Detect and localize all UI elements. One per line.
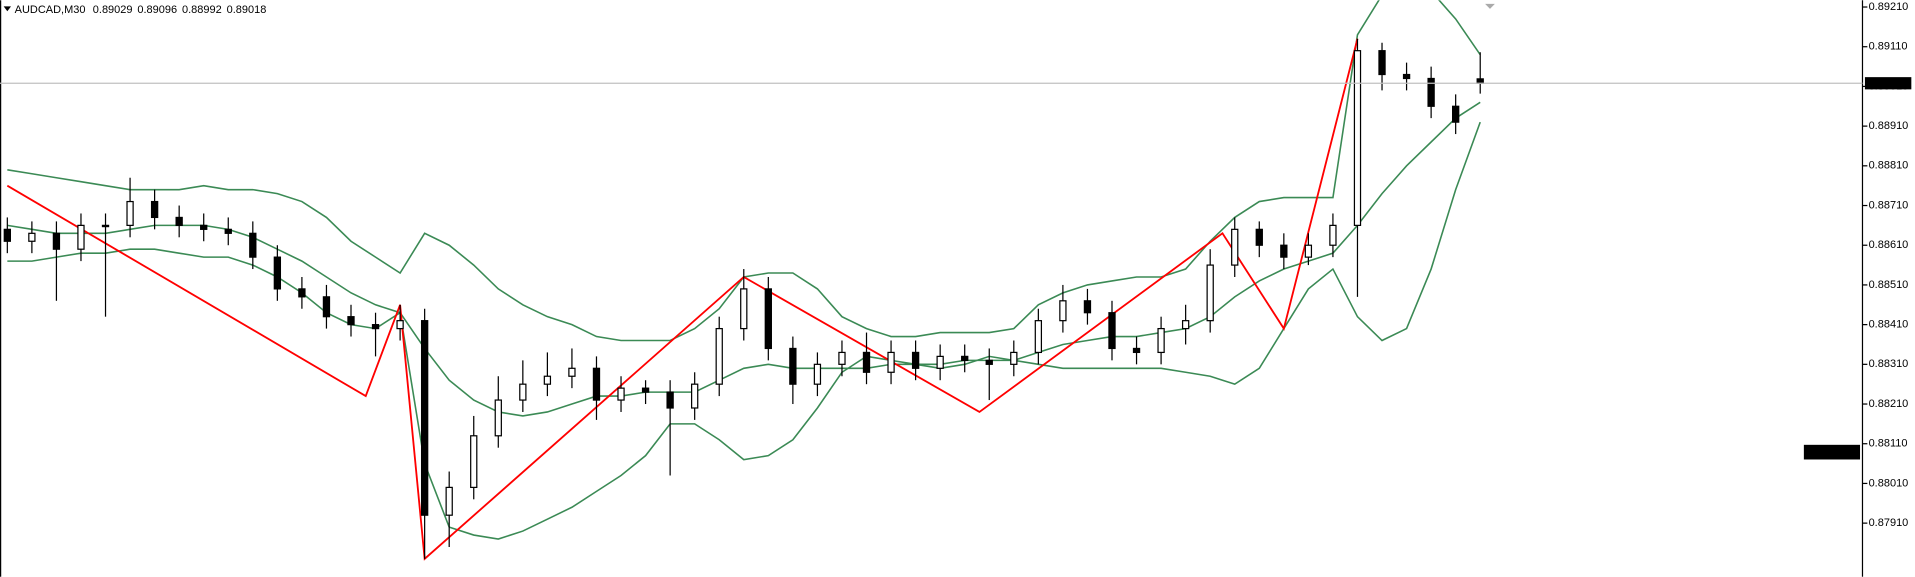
candle-body bbox=[52, 232, 61, 250]
candle-body bbox=[1157, 327, 1165, 354]
chart-header: AUDCAD,M30 0.89029 0.89096 0.88992 0.89018 bbox=[15, 4, 267, 16]
y-tick-label: 0.88510 bbox=[1869, 279, 1909, 291]
candle-body bbox=[764, 288, 772, 350]
candle-body bbox=[494, 399, 502, 437]
annotation: BB ON bbox=[1815, 447, 1849, 459]
open-value: 0.89029 bbox=[93, 4, 133, 16]
candles bbox=[3, 38, 1484, 559]
candle-body bbox=[519, 383, 527, 401]
candle-body bbox=[1206, 264, 1214, 322]
candle-body bbox=[1181, 320, 1190, 330]
candle-body bbox=[126, 200, 134, 226]
candle-body bbox=[77, 224, 85, 250]
candle-body bbox=[396, 320, 404, 330]
candle-body bbox=[1304, 244, 1313, 258]
axis-layer: 0.892100.891100.890100.889100.888100.887… bbox=[1862, 1, 1908, 529]
candle-body bbox=[28, 232, 36, 242]
y-tick-label: 0.88710 bbox=[1869, 199, 1909, 211]
candle-body bbox=[543, 375, 552, 385]
candle-body bbox=[813, 363, 822, 385]
candle-body bbox=[249, 232, 257, 258]
candle-body bbox=[1329, 224, 1337, 246]
candle-body bbox=[224, 228, 232, 234]
candle-body bbox=[347, 316, 355, 326]
dropdown-icon[interactable] bbox=[3, 6, 11, 12]
candle-body bbox=[1108, 312, 1116, 350]
candle-body bbox=[789, 347, 797, 385]
candle-body bbox=[420, 320, 429, 516]
candle-body bbox=[445, 486, 453, 516]
shift-marker bbox=[1485, 3, 1495, 9]
symbol: AUDCAD,M30 bbox=[15, 4, 86, 16]
candle-body bbox=[1010, 351, 1018, 365]
candle-body bbox=[1231, 228, 1239, 266]
candle-body bbox=[740, 288, 748, 330]
y-tick-label: 0.88410 bbox=[1869, 319, 1909, 331]
candle-body bbox=[1427, 77, 1435, 107]
low-value: 0.88992 bbox=[182, 4, 222, 16]
y-tick-label: 0.89110 bbox=[1869, 41, 1908, 53]
y-tick-label: 0.88110 bbox=[1869, 438, 1908, 450]
y-tick-label: 0.88010 bbox=[1869, 477, 1909, 489]
candle-body bbox=[862, 351, 871, 373]
y-tick-label: 0.88910 bbox=[1869, 120, 1909, 132]
y-tick-label: 0.88210 bbox=[1869, 398, 1909, 410]
high-value: 0.89096 bbox=[137, 4, 177, 16]
candle-body bbox=[1402, 73, 1411, 80]
candle-body bbox=[1255, 228, 1263, 246]
price-label: 0.89018 bbox=[1869, 77, 1909, 89]
candle-body bbox=[273, 256, 282, 290]
candle-body bbox=[961, 355, 969, 361]
candle-body bbox=[3, 228, 11, 242]
candle-body bbox=[568, 367, 576, 377]
candle-body bbox=[1280, 244, 1288, 258]
annotation-box bbox=[1803, 444, 1861, 460]
candle-body bbox=[666, 391, 674, 409]
candle-body bbox=[150, 200, 159, 219]
candle-body bbox=[838, 351, 846, 365]
candle-body bbox=[641, 387, 650, 393]
candle-body bbox=[1476, 78, 1484, 84]
candle-body bbox=[936, 355, 944, 369]
candle-body bbox=[715, 327, 723, 385]
y-tick-label: 0.89210 bbox=[1869, 1, 1909, 13]
candle-body bbox=[1378, 50, 1386, 76]
candle-body bbox=[470, 435, 478, 489]
price-label-box bbox=[1864, 77, 1912, 90]
overlay: 0.89018 BB ON bbox=[0, 77, 1912, 460]
candle-body bbox=[175, 216, 183, 226]
candle-body bbox=[911, 351, 920, 369]
close-value: 0.89018 bbox=[227, 4, 267, 16]
y-tick-label: 0.88810 bbox=[1869, 160, 1909, 172]
candle-body bbox=[617, 387, 625, 401]
candle-body bbox=[101, 224, 110, 228]
candle-body bbox=[887, 351, 895, 373]
candle-body bbox=[691, 383, 699, 409]
candle-body bbox=[1132, 347, 1141, 354]
y-tick-label: 0.88310 bbox=[1869, 358, 1909, 370]
candle-body bbox=[298, 288, 306, 298]
candle-body bbox=[985, 359, 993, 365]
candle-body bbox=[371, 324, 380, 330]
candle-body bbox=[1083, 300, 1092, 314]
candle-body bbox=[200, 224, 208, 230]
candle-body bbox=[592, 367, 601, 401]
candle-body bbox=[1353, 50, 1362, 226]
candle-body bbox=[1034, 320, 1043, 354]
candle-body bbox=[1059, 300, 1067, 322]
candle-body bbox=[322, 296, 331, 318]
y-tick-label: 0.88610 bbox=[1869, 239, 1909, 251]
y-tick-label: 0.87910 bbox=[1869, 517, 1909, 529]
candle-body bbox=[1452, 105, 1460, 123]
